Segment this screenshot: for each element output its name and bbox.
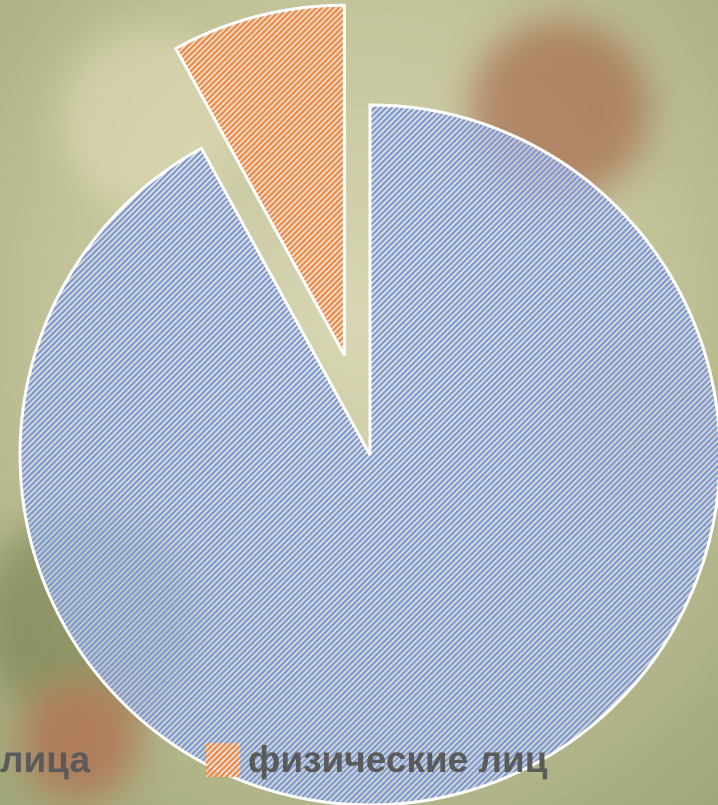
page: лицафизические лиц (() => { const data =…	[0, 0, 718, 805]
legend-label: физические лиц	[248, 739, 548, 780]
chart: лица физические лиц	[0, 0, 718, 805]
legend: лица физические лиц	[0, 739, 548, 780]
pie-slice	[20, 105, 718, 805]
legend-swatch	[206, 743, 240, 777]
legend-label: лица	[0, 739, 90, 780]
